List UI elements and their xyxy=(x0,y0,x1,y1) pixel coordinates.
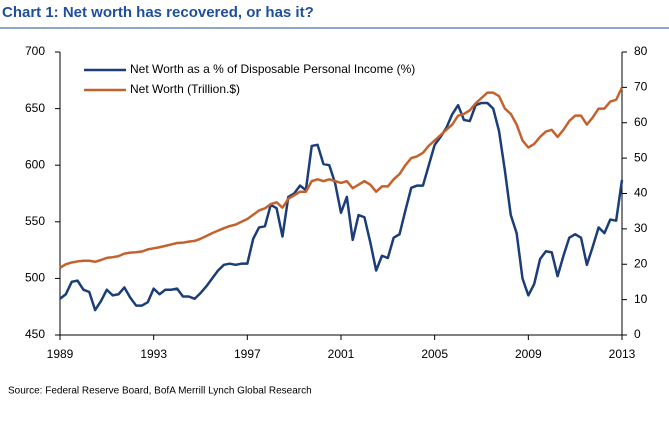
y-tick-label: 700 xyxy=(25,44,45,58)
legend-label: Net Worth as a % of Disposable Personal … xyxy=(130,62,415,76)
y2-tick-label: 20 xyxy=(634,256,648,270)
y2-tick-label: 0 xyxy=(634,327,641,341)
y2-tick-label: 70 xyxy=(634,80,648,94)
series-line xyxy=(59,101,624,312)
y2-tick-label: 80 xyxy=(634,44,648,58)
x-tick-label: 1989 xyxy=(47,347,74,361)
y-tick-label: 650 xyxy=(25,101,45,115)
y-tick-label: 550 xyxy=(25,214,45,228)
y2-tick-label: 30 xyxy=(634,221,648,235)
x-tick-label: 1993 xyxy=(140,347,167,361)
y2-tick-label: 50 xyxy=(634,150,648,164)
x-tick-label: 2001 xyxy=(328,347,355,361)
x-tick-label: 2009 xyxy=(515,347,542,361)
legend-label: Net Worth (Trillion.$) xyxy=(130,82,240,96)
y2-tick-label: 60 xyxy=(634,115,648,129)
chart-title: Chart 1: Net worth has recovered, or has… xyxy=(2,4,314,21)
source-note: Source: Federal Reserve Board, BofA Merr… xyxy=(8,386,312,397)
y2-tick-label: 10 xyxy=(634,292,648,306)
x-tick-label: 2005 xyxy=(421,347,448,361)
x-tick-label: 1997 xyxy=(234,347,261,361)
series-line xyxy=(59,86,624,269)
y2-tick-label: 40 xyxy=(634,186,648,200)
y-tick-label: 450 xyxy=(25,327,45,341)
x-tick-label: 2013 xyxy=(609,347,636,361)
y-tick-label: 600 xyxy=(25,157,45,171)
y-tick-label: 500 xyxy=(25,271,45,285)
